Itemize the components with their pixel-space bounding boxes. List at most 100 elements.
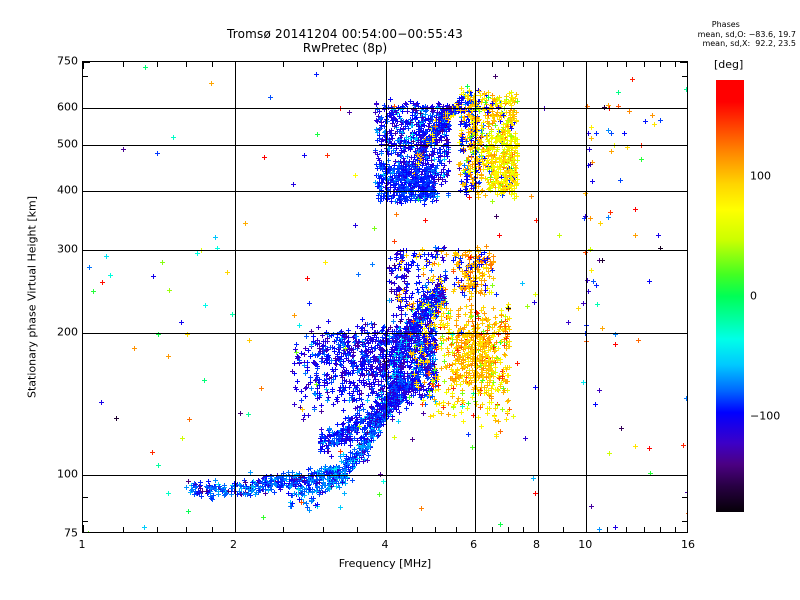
data-point bbox=[486, 316, 491, 322]
data-point bbox=[314, 501, 320, 507]
data-point bbox=[443, 300, 449, 306]
data-point bbox=[481, 334, 487, 340]
data-point bbox=[493, 347, 499, 353]
data-point bbox=[477, 339, 483, 345]
data-point bbox=[486, 273, 492, 279]
data-point bbox=[451, 268, 457, 274]
data-point bbox=[324, 469, 330, 475]
data-point bbox=[388, 112, 394, 118]
data-point bbox=[397, 252, 403, 258]
data-point bbox=[448, 382, 454, 388]
data-point bbox=[405, 399, 411, 405]
data-point bbox=[243, 492, 249, 498]
data-point bbox=[213, 484, 219, 490]
data-point bbox=[454, 275, 460, 281]
data-point bbox=[330, 401, 336, 407]
data-point bbox=[469, 314, 474, 320]
data-point bbox=[345, 462, 351, 468]
data-point bbox=[386, 278, 392, 284]
data-point bbox=[357, 407, 363, 413]
data-point bbox=[441, 172, 447, 178]
data-point bbox=[503, 314, 509, 320]
data-point bbox=[336, 433, 342, 439]
data-point bbox=[345, 339, 351, 345]
data-point bbox=[403, 406, 409, 412]
data-point bbox=[406, 385, 412, 391]
data-point bbox=[327, 470, 333, 476]
data-point bbox=[323, 359, 329, 365]
data-point bbox=[435, 262, 441, 268]
data-point bbox=[240, 491, 246, 497]
data-point bbox=[330, 430, 336, 436]
data-point bbox=[206, 483, 212, 489]
data-point bbox=[341, 359, 347, 365]
data-point bbox=[506, 315, 512, 321]
data-point bbox=[336, 346, 342, 352]
data-point bbox=[349, 464, 355, 469]
data-point bbox=[444, 276, 449, 281]
data-point bbox=[322, 434, 327, 440]
data-point bbox=[435, 127, 441, 133]
data-point bbox=[437, 276, 443, 282]
data-point bbox=[323, 489, 329, 495]
data-point bbox=[444, 346, 450, 352]
data-point bbox=[461, 325, 467, 330]
data-point bbox=[315, 476, 321, 482]
data-point bbox=[465, 269, 471, 275]
data-point bbox=[442, 157, 448, 163]
data-point bbox=[402, 266, 408, 271]
data-point bbox=[360, 325, 366, 331]
data-point bbox=[272, 482, 278, 487]
data-point bbox=[357, 458, 363, 464]
data-point bbox=[430, 384, 436, 390]
data-point bbox=[277, 484, 283, 490]
data-point bbox=[440, 258, 446, 263]
plot-area bbox=[82, 61, 688, 533]
data-point bbox=[395, 119, 401, 125]
data-point bbox=[475, 343, 481, 349]
data-point bbox=[460, 419, 466, 425]
data-point bbox=[378, 390, 384, 396]
data-point bbox=[439, 346, 444, 352]
data-point bbox=[433, 255, 438, 261]
data-point bbox=[446, 150, 452, 156]
data-point bbox=[379, 184, 385, 190]
data-point bbox=[475, 266, 481, 272]
data-point bbox=[432, 150, 438, 156]
data-point bbox=[480, 318, 486, 324]
data-point bbox=[221, 483, 227, 488]
data-point bbox=[465, 278, 471, 284]
data-point bbox=[234, 491, 240, 497]
data-point bbox=[310, 333, 316, 339]
data-point bbox=[461, 282, 466, 288]
data-point bbox=[412, 178, 418, 184]
data-point bbox=[460, 366, 466, 372]
data-point bbox=[223, 491, 229, 497]
data-point bbox=[320, 443, 326, 449]
data-point bbox=[432, 323, 438, 329]
data-point bbox=[369, 428, 375, 434]
data-point bbox=[385, 167, 391, 173]
data-point bbox=[319, 489, 325, 495]
data-point bbox=[317, 468, 323, 473]
data-point bbox=[505, 339, 511, 345]
data-point bbox=[448, 314, 454, 320]
data-point bbox=[231, 489, 237, 495]
data-point bbox=[263, 473, 269, 479]
data-point bbox=[416, 160, 422, 166]
data-point bbox=[384, 338, 390, 344]
data-point bbox=[262, 490, 268, 496]
data-point bbox=[411, 372, 417, 378]
data-point bbox=[252, 492, 258, 498]
data-point bbox=[388, 195, 394, 201]
data-point bbox=[489, 289, 495, 295]
data-point bbox=[318, 469, 324, 475]
data-point bbox=[325, 346, 331, 352]
data-point bbox=[298, 475, 304, 481]
data-point bbox=[392, 385, 398, 391]
data-point bbox=[492, 360, 498, 366]
data-point bbox=[268, 473, 274, 479]
data-point bbox=[477, 290, 483, 296]
data-point bbox=[489, 396, 495, 402]
data-point bbox=[300, 492, 306, 498]
